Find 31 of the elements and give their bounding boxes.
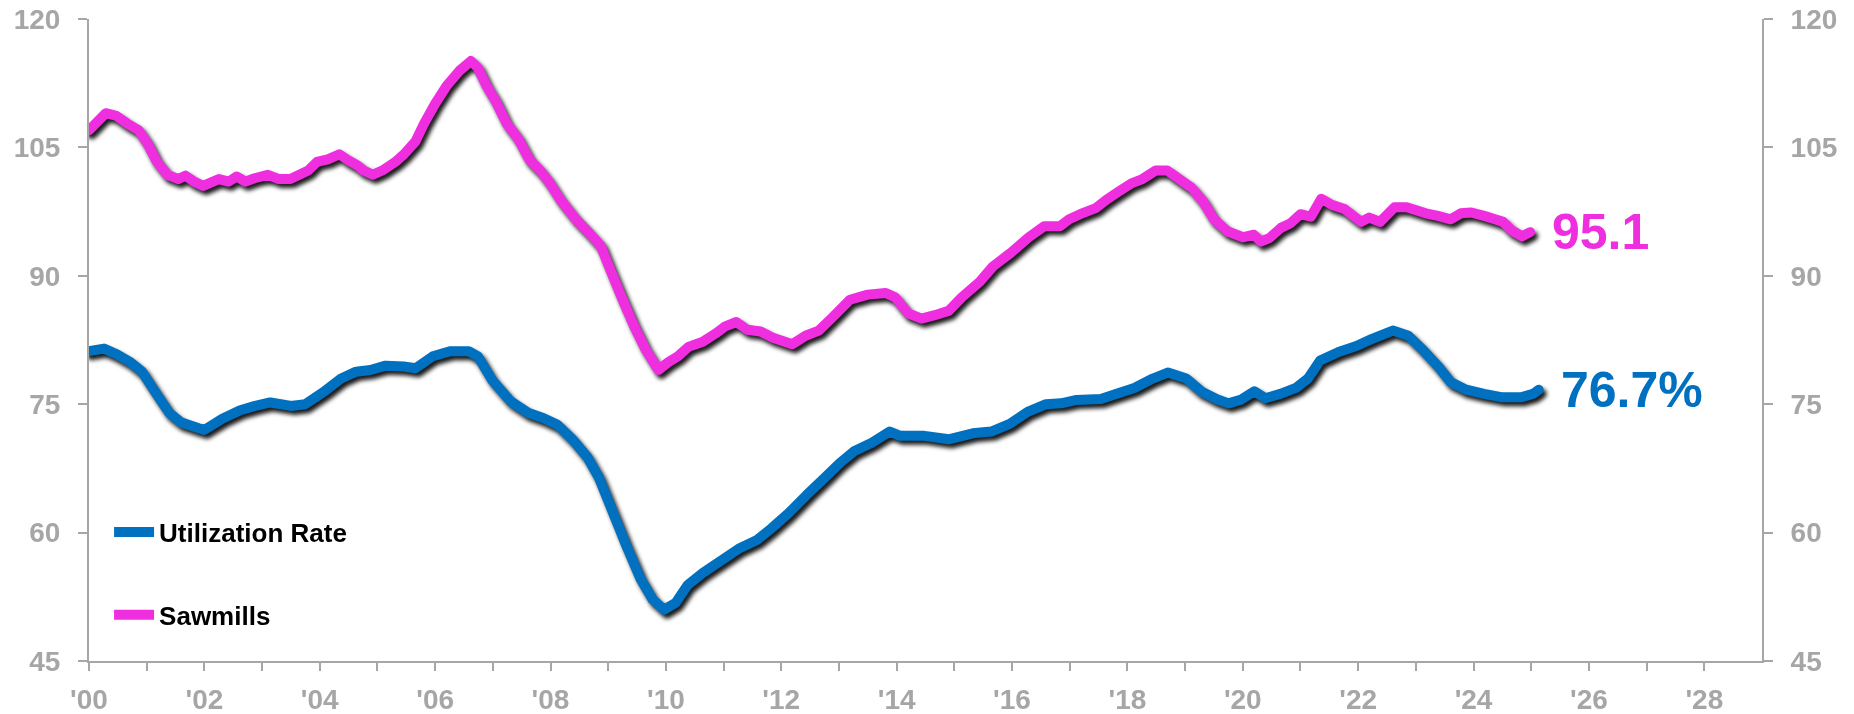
legend-label: Utilization Rate [159, 518, 347, 549]
x-tick-label: '04 [300, 683, 340, 714]
y-tick-label: 45 [29, 645, 61, 677]
x-tick-label: '26 [1570, 683, 1608, 714]
data-label: 76.7% [1561, 362, 1703, 418]
x-tick-label: '18 [1108, 683, 1147, 714]
x-tick-label: '20 [1223, 683, 1262, 714]
y2-tick-label: 45 [1790, 645, 1822, 677]
y-tick-label: 75 [29, 389, 61, 420]
x-tick-label: '14 [877, 683, 916, 714]
x-tick-label: '06 [416, 683, 455, 714]
x-tick-label: '28 [1685, 683, 1724, 714]
y2-tick-label: 75 [1790, 389, 1822, 420]
x-tick-label: '16 [993, 683, 1031, 714]
x-tick-label: '08 [531, 683, 570, 714]
y2-tick-label: 105 [1790, 132, 1838, 164]
x-tick-label: '00 [70, 683, 108, 714]
y-tick-label: 60 [29, 517, 61, 549]
y2-tick-label: 90 [1790, 260, 1822, 292]
y2-tick-label: 120 [1790, 3, 1838, 35]
y2-tick-label: 60 [1790, 517, 1822, 549]
y-tick-label: 90 [29, 260, 61, 292]
x-tick-label: '22 [1339, 683, 1378, 714]
x-tick-label: '02 [185, 683, 224, 714]
x-tick-label: '12 [762, 683, 801, 714]
x-tick-label: '24 [1454, 683, 1493, 714]
x-tick-label: '10 [646, 683, 685, 714]
data-label: 95.1 [1552, 204, 1650, 260]
y-tick-label: 120 [13, 3, 61, 35]
legend-label: Sawmills [159, 600, 271, 631]
y-tick-label: 105 [13, 132, 61, 164]
